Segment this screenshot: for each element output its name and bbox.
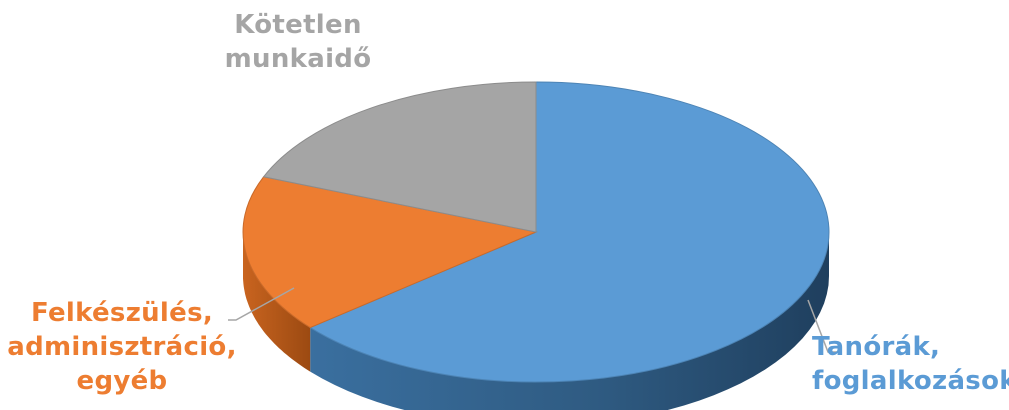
slice-label-line: Tanórák, (812, 332, 941, 362)
slice-label-line: munkaidő (224, 44, 372, 74)
slice-tanorak (309, 81, 830, 383)
slice-label-line: Felkészülés, (30, 298, 214, 328)
slice-label-tanorak: Tanórák, foglalkozások (812, 330, 1009, 398)
slice-kotetlen (262, 81, 537, 233)
leader-line-felkeszules (228, 287, 295, 321)
slice-side-tanorak (310, 232, 829, 410)
slice-label-line: egyéb (76, 366, 168, 396)
leader-line-tanorak (807, 299, 842, 353)
slice-label-line: adminisztráció, (7, 332, 237, 362)
slice-label-felkeszules: Felkészülés, adminisztráció, egyéb (6, 296, 238, 398)
slice-label-line: Kötetlen (234, 10, 362, 40)
slice-felkeszules (242, 176, 538, 329)
slice-label-kotetlen: Kötetlen munkaidő (218, 8, 378, 76)
slice-label-line: foglalkozások (812, 366, 1009, 396)
